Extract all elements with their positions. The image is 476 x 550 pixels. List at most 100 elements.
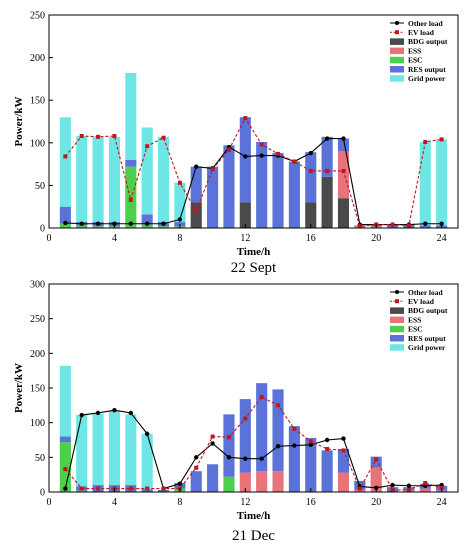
- legend-label-ev_load: EV load: [408, 297, 435, 306]
- chart-panel-1: 0 50 100 150 200 250 0 4 8 12 16 20 24 Time/h Power/kW…: [13, 11, 459, 276]
- legend-label-ess: ESS: [408, 46, 421, 55]
- bar-esc-h3: [92, 226, 104, 228]
- legend-marker-other_load: [395, 21, 399, 25]
- y-tick-label: 150: [30, 96, 45, 107]
- legend-marker-other_load: [395, 290, 399, 294]
- point-ev_load-h6: [145, 144, 150, 149]
- legend-item-ess: ESS: [390, 315, 421, 324]
- bar-res-h12: [239, 399, 251, 473]
- bar-grid-h1: [59, 365, 71, 437]
- legend-label-esc: ESC: [408, 56, 423, 65]
- bar-res-h9: [190, 471, 202, 492]
- y-tick-label: 200: [30, 53, 45, 64]
- bar-res-h23: [419, 225, 431, 228]
- legend-label-ess: ESS: [408, 315, 421, 324]
- line-ev_load: [64, 396, 442, 491]
- x-axis-label: Time/h: [237, 246, 270, 258]
- bar-grid-h3: [92, 413, 104, 486]
- legend-label-grid: Grid power: [408, 343, 446, 352]
- bar-grid-h5: [125, 72, 137, 160]
- bar-grid-h4: [108, 136, 120, 223]
- bar-res-h1: [59, 436, 71, 443]
- bar-bdg-h12: [239, 202, 251, 228]
- x-tick-label: 12: [240, 233, 250, 244]
- bar-res-h14: [272, 389, 284, 472]
- bar-grid-h8: [174, 182, 186, 223]
- point-ev_load-h12: [243, 116, 248, 121]
- bar-res-h6: [141, 489, 153, 492]
- point-ev_load-h24: [439, 137, 444, 142]
- x-tick-label: 0: [47, 497, 52, 508]
- point-other_load-h6: [144, 221, 150, 226]
- point-other_load-h1: [63, 486, 68, 491]
- line-ev_load: [64, 116, 442, 227]
- bar-esc-h2: [76, 225, 88, 228]
- point-ev_load-h3: [96, 486, 101, 491]
- bar-grid-h24: [436, 139, 448, 226]
- point-ev_load-h7: [161, 486, 166, 491]
- bar-grid-h4: [108, 410, 120, 486]
- bar-res-h15: [288, 161, 300, 228]
- point-other_load-h8: [177, 217, 183, 222]
- point-ev_load-h21: [390, 222, 395, 227]
- legend-label-res: RES output: [408, 65, 446, 74]
- bar-res-h17: [321, 136, 333, 177]
- point-other_load-h5: [128, 410, 133, 416]
- bar-res-h10: [207, 464, 219, 492]
- x-tick-label: 8: [177, 233, 182, 244]
- y-axis-label: Power/kW: [13, 363, 25, 413]
- x-tick-label: 4: [112, 497, 117, 508]
- x-tick-label: 20: [371, 497, 381, 508]
- point-ev_load-h7: [161, 135, 166, 140]
- y-tick-label: 50: [35, 453, 45, 464]
- bar-grid-h7: [157, 136, 170, 223]
- legend-item-ess: ESS: [390, 46, 421, 55]
- y-tick-label: 250: [30, 314, 45, 325]
- point-other_load-h17: [324, 136, 330, 141]
- legend-label-esc: ESC: [408, 325, 423, 334]
- legend-item-grid: Grid power: [390, 343, 446, 352]
- point-ev_load-h11: [226, 435, 231, 440]
- point-ev_load-h15: [292, 426, 297, 431]
- legend-swatch-grid: [390, 75, 404, 82]
- x-tick-label: 24: [437, 497, 447, 508]
- bar-ess-h12: [239, 472, 251, 492]
- point-other_load-h16: [308, 442, 313, 448]
- y-tick-label: 0: [40, 488, 45, 499]
- point-other_load-h4: [112, 407, 117, 413]
- point-ev_load-h6: [145, 486, 150, 491]
- legend-swatch-res: [390, 66, 404, 73]
- legend-label-grid: Grid power: [408, 74, 446, 83]
- point-ev_load-h23: [423, 480, 428, 485]
- bar-grid-h2: [76, 135, 88, 223]
- point-other_load-h13: [259, 456, 264, 461]
- bar-esc-h11: [223, 476, 235, 492]
- bar-res-h18: [337, 138, 350, 152]
- point-other_load-h3: [95, 221, 101, 226]
- bar-res-h12: [239, 117, 251, 203]
- legend-marker-ev_load: [395, 30, 399, 35]
- point-ev_load-h20: [374, 457, 379, 462]
- bar-esc-h1: [59, 442, 71, 492]
- x-tick-label: 4: [112, 233, 117, 244]
- x-axis-label: Time/h: [237, 510, 270, 522]
- bar-res-h1: [59, 206, 71, 224]
- legend-label-bdg: BDG output: [408, 37, 448, 46]
- point-ev_load-h22: [406, 487, 411, 492]
- legend-item-res: RES output: [390, 334, 446, 343]
- point-other_load-h7: [161, 221, 166, 226]
- bar-ess-h19: [354, 489, 366, 492]
- point-ev_load-h2: [79, 133, 84, 138]
- point-ev_load-h14: [276, 403, 281, 408]
- point-other_load-h22: [406, 483, 412, 488]
- point-other_load-h20: [374, 485, 379, 491]
- point-ev_load-h18: [341, 448, 346, 453]
- legend-item-other_load: Other load: [390, 288, 443, 297]
- point-ev_load-h2: [79, 486, 84, 491]
- bar-res-h13: [256, 141, 268, 228]
- y-tick-label: 200: [30, 349, 45, 360]
- point-ev_load-h13: [259, 395, 264, 400]
- point-other_load-h1: [63, 220, 68, 226]
- point-ev_load-h1: [63, 467, 68, 472]
- legend-item-ev_load: EV load: [390, 297, 435, 306]
